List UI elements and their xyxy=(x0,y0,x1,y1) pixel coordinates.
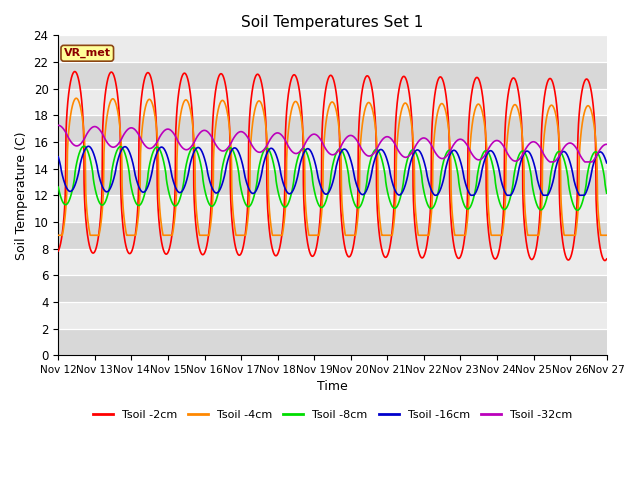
Bar xyxy=(58,36,607,62)
X-axis label: Time: Time xyxy=(317,381,348,394)
Bar xyxy=(58,62,607,89)
Text: VR_met: VR_met xyxy=(64,48,111,59)
Bar xyxy=(58,275,607,302)
Bar xyxy=(58,195,607,222)
Bar xyxy=(58,328,607,355)
Y-axis label: Soil Temperature (C): Soil Temperature (C) xyxy=(15,131,28,260)
Bar xyxy=(58,168,607,195)
Bar xyxy=(58,302,607,328)
Title: Soil Temperatures Set 1: Soil Temperatures Set 1 xyxy=(241,15,424,30)
Bar xyxy=(58,249,607,275)
Bar xyxy=(58,222,607,249)
Legend: Tsoil -2cm, Tsoil -4cm, Tsoil -8cm, Tsoil -16cm, Tsoil -32cm: Tsoil -2cm, Tsoil -4cm, Tsoil -8cm, Tsoi… xyxy=(88,406,577,424)
Bar xyxy=(58,89,607,115)
Bar xyxy=(58,142,607,168)
Bar xyxy=(58,115,607,142)
